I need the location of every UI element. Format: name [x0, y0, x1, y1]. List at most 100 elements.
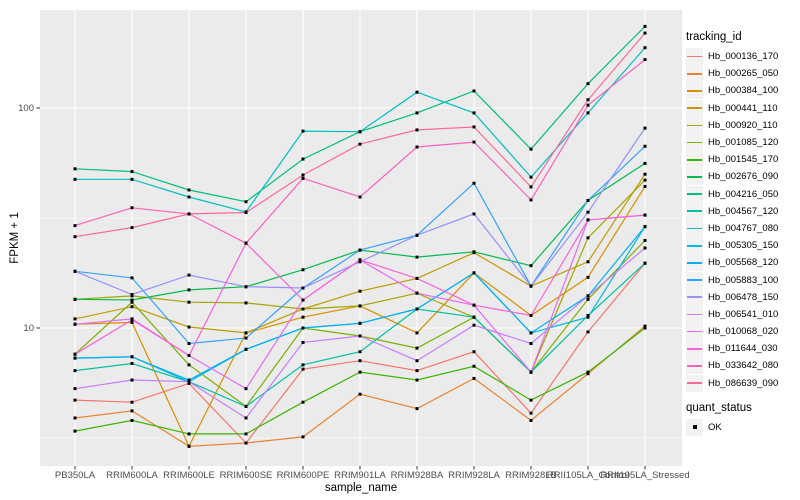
data-point	[301, 176, 305, 180]
data-point	[187, 353, 191, 357]
data-point	[586, 370, 590, 374]
data-point	[529, 264, 533, 268]
data-point	[301, 363, 305, 367]
series-line-icon	[687, 176, 702, 178]
data-point	[73, 416, 77, 420]
data-point	[586, 260, 590, 264]
y-tick-label: 100	[18, 103, 34, 114]
legend-item: Hb_011644_030	[686, 340, 798, 358]
data-point	[358, 392, 362, 396]
data-point	[301, 400, 305, 404]
data-point	[244, 347, 248, 351]
data-point	[130, 318, 134, 322]
data-point	[187, 342, 191, 346]
series-line-icon	[687, 262, 702, 264]
data-point	[73, 387, 77, 391]
data-point	[130, 298, 134, 302]
legend-item: Hb_000136_170	[686, 48, 798, 66]
series-line-icon	[687, 90, 702, 92]
data-point	[358, 359, 362, 363]
legend-item: Hb_006478_150	[686, 288, 798, 306]
legend-item-label: Hb_005883_100	[708, 274, 779, 286]
data-point	[244, 331, 248, 335]
data-point	[529, 313, 533, 317]
series-line-icon	[687, 244, 702, 247]
data-point	[472, 271, 476, 275]
data-point	[586, 198, 590, 202]
data-point	[415, 307, 419, 311]
legend-item: Hb_002676_090	[686, 168, 798, 186]
data-point	[73, 297, 77, 301]
data-point	[244, 416, 248, 420]
series-line-icon	[687, 227, 702, 230]
series-color-swatch	[686, 151, 703, 169]
x-tick-label: RRII105LA_Stressed	[600, 470, 689, 481]
data-point	[415, 128, 419, 132]
data-point	[643, 31, 647, 35]
series-color-swatch	[686, 254, 703, 272]
data-point	[643, 238, 647, 242]
series-color-swatch	[686, 305, 703, 323]
data-point	[130, 418, 134, 422]
data-point	[301, 340, 305, 344]
data-point	[130, 276, 134, 280]
data-point	[187, 195, 191, 199]
data-point	[643, 24, 647, 28]
data-point	[301, 326, 305, 330]
legend-item-label: Hb_004767_080	[708, 222, 779, 234]
data-point	[415, 331, 419, 335]
data-point	[244, 387, 248, 391]
data-point	[415, 90, 419, 94]
data-point	[472, 303, 476, 307]
data-point	[529, 370, 533, 374]
data-point	[73, 177, 77, 181]
series-line-icon	[687, 141, 702, 144]
data-point	[358, 258, 362, 262]
legend-item: Hb_006541_010	[686, 305, 798, 323]
legend-item-label: Hb_001545_170	[708, 154, 779, 166]
data-point	[73, 322, 77, 326]
data-point	[130, 226, 134, 230]
data-point	[130, 177, 134, 181]
data-point	[358, 195, 362, 199]
legend-item: Hb_000920_110	[686, 116, 798, 134]
legend-item: Hb_000384_100	[686, 82, 798, 100]
data-point	[73, 224, 77, 228]
legend-title-quant-status: quant_status	[686, 401, 752, 414]
data-point	[244, 441, 248, 445]
series-color-swatch	[686, 116, 703, 134]
data-point	[586, 103, 590, 107]
data-point	[301, 268, 305, 272]
data-point	[301, 315, 305, 319]
legend-item-label: Hb_010068_020	[708, 326, 779, 338]
legend-item: Hb_004216_050	[686, 185, 798, 203]
data-point	[586, 372, 590, 376]
legend-item-label: Hb_001085_120	[708, 137, 779, 149]
series-color-swatch	[686, 237, 703, 255]
data-point	[73, 429, 77, 433]
series-color-swatch	[686, 340, 703, 358]
data-point	[358, 130, 362, 134]
series-color-swatch	[686, 271, 703, 289]
series-color-swatch	[686, 168, 703, 186]
data-point	[472, 376, 476, 380]
data-point	[643, 261, 647, 265]
data-point	[358, 304, 362, 308]
data-point	[472, 350, 476, 354]
data-point	[358, 350, 362, 354]
series-line-icon	[687, 158, 702, 161]
series-line-icon	[687, 279, 702, 281]
series-color-swatch	[686, 219, 703, 237]
data-point	[643, 58, 647, 62]
data-point	[643, 324, 647, 328]
data-point	[244, 432, 248, 436]
legend-item: Hb_004567_120	[686, 202, 798, 220]
legend-item-ok: OK	[686, 418, 798, 436]
legend-item: Hb_000265_050	[686, 65, 798, 83]
data-point	[187, 432, 191, 436]
data-point	[529, 411, 533, 415]
legend: tracking_id Hb_000136_170 Hb_000265_050 Hb…	[686, 31, 798, 436]
data-point	[244, 404, 248, 408]
